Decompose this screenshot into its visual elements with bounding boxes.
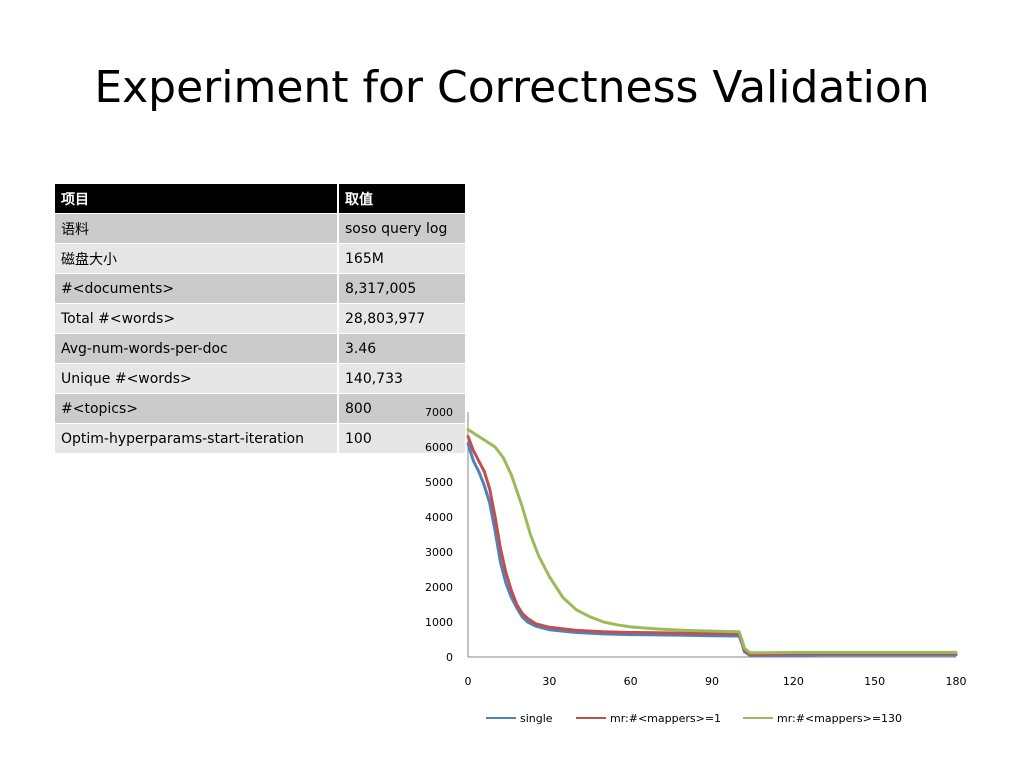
row-label: 语料 <box>55 213 339 244</box>
y-tick-label: 0 <box>446 651 453 664</box>
row-label: 磁盘大小 <box>55 243 339 274</box>
column-header-value: 取值 <box>338 184 465 214</box>
row-value: 3.46 <box>338 333 465 364</box>
y-tick-label: 1000 <box>425 616 453 629</box>
table-row: Avg-num-words-per-doc 3.46 <box>55 333 465 364</box>
row-value: 28,803,977 <box>338 303 465 334</box>
legend-label: single <box>520 712 553 725</box>
row-value: 100 <box>338 423 465 453</box>
table-row: Total #<words> 28,803,977 <box>55 303 465 334</box>
table-row: Unique #<words> 140,733 <box>55 363 465 394</box>
y-tick-label: 3000 <box>425 546 453 559</box>
row-value: 800 <box>338 393 465 424</box>
row-label: Unique #<words> <box>55 363 339 394</box>
column-header-item: 项目 <box>55 184 339 214</box>
row-label: #<topics> <box>55 393 339 424</box>
legend-label: mr:#<mappers>=1 <box>610 712 721 725</box>
table-header-row: 项目 取值 <box>55 184 465 214</box>
parameters-table: 项目 取值 语料 soso query log 磁盘大小 165M #<docu… <box>55 184 465 453</box>
y-tick-label: 2000 <box>425 581 453 594</box>
y-tick-label: 7000 <box>425 406 453 419</box>
x-tick-label: 0 <box>465 675 472 688</box>
x-tick-label: 180 <box>946 675 967 688</box>
table-row: 语料 soso query log <box>55 213 465 244</box>
table-row: #<topics> 800 <box>55 393 465 424</box>
row-value: 165M <box>338 243 465 274</box>
y-tick-label: 6000 <box>425 441 453 454</box>
y-tick-label: 5000 <box>425 476 453 489</box>
convergence-line-chart: 0 1000 2000 3000 4000 5000 6000 7000 0 30 60 90 120 1… <box>425 406 967 725</box>
x-tick-label: 90 <box>705 675 719 688</box>
series-line <box>466 442 958 657</box>
row-label: Avg-num-words-per-doc <box>55 333 339 364</box>
x-tick-label: 120 <box>783 675 804 688</box>
row-label: #<documents> <box>55 273 339 304</box>
y-tick-label: 4000 <box>425 511 453 524</box>
x-tick-label: 150 <box>864 675 885 688</box>
slide-title: Experiment for Correctness Validation <box>94 62 930 113</box>
table-row: #<documents> 8,317,005 <box>55 273 465 304</box>
x-tick-label: 30 <box>542 675 556 688</box>
row-label: Optim-hyperparams-start-iteration <box>55 423 339 453</box>
table-row: Optim-hyperparams-start-iteration 100 <box>55 423 465 453</box>
row-value: 140,733 <box>338 363 465 394</box>
series-line <box>466 428 958 655</box>
series-line <box>466 435 958 656</box>
legend-label: mr:#<mappers>=130 <box>777 712 902 725</box>
row-label: Total #<words> <box>55 303 339 334</box>
row-value: 8,317,005 <box>338 273 465 304</box>
table-row: 磁盘大小 165M <box>55 243 465 274</box>
row-value: soso query log <box>338 213 465 244</box>
x-tick-label: 60 <box>624 675 638 688</box>
